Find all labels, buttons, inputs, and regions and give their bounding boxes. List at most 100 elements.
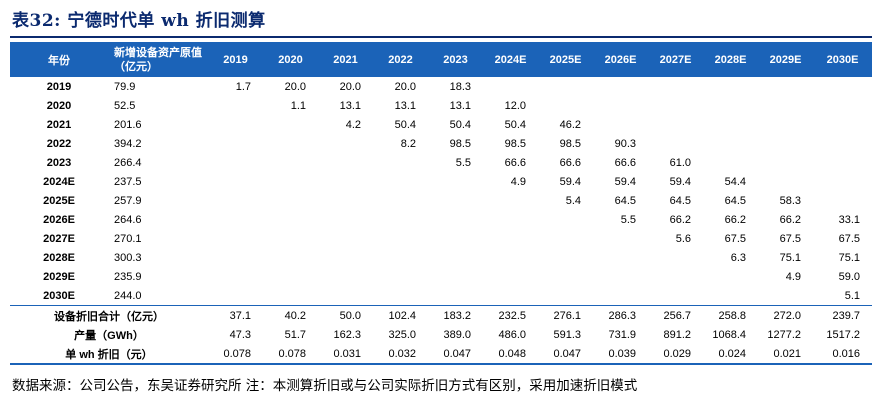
table-cell — [263, 248, 318, 267]
table-cell — [648, 77, 703, 96]
asset-value-cell: 270.1 — [114, 232, 142, 245]
summary-cell: 0.078 — [263, 344, 318, 365]
summary-cell: 0.039 — [593, 344, 648, 365]
column-header: 2029E — [758, 42, 813, 77]
column-header: 2023 — [428, 42, 483, 77]
table-cell: 13.1 — [394, 99, 416, 112]
table-cell: 66.6 — [504, 156, 526, 169]
table-cell: 5.1 — [844, 289, 860, 302]
table-row: 2020 52.5 1.1 13.1 13.1 13.1 12.0 — [10, 96, 872, 115]
table-cell: 12.0 — [504, 99, 526, 112]
summary-cell: 1517.2 — [826, 328, 860, 341]
row-year-label: 2022 — [46, 137, 72, 150]
asset-value-cell: 201.6 — [114, 118, 142, 131]
summary-cell: 0.031 — [318, 344, 373, 365]
table-cell: 90.3 — [614, 137, 636, 150]
summary-cell: 486.0 — [498, 328, 526, 341]
table-cell — [428, 286, 483, 306]
page-title: 表32: 宁德时代单 wh 折旧测算 — [12, 11, 266, 31]
column-header: 2025E — [538, 42, 593, 77]
table-cell: 66.2 — [779, 213, 801, 226]
table-cell — [263, 286, 318, 306]
table-cell — [373, 248, 428, 267]
table-cell: 98.5 — [449, 137, 471, 150]
table-cell — [373, 191, 428, 210]
table-cell — [538, 96, 593, 115]
table-cell: 64.5 — [614, 194, 636, 207]
table-cell: 20.0 — [339, 80, 361, 93]
table-cell: 67.5 — [724, 232, 746, 245]
table-cell — [428, 172, 483, 191]
asset-value-cell: 244.0 — [114, 289, 142, 302]
table-cell: 4.2 — [345, 118, 361, 131]
source-footnote: 数据来源：公司公告，东吴证券研究所 注：本测算折旧或与公司实际折旧方式有区别，采… — [12, 378, 638, 394]
table-cell — [538, 77, 593, 96]
table-cell: 13.1 — [449, 99, 471, 112]
table-cell — [648, 267, 703, 286]
table-cell — [208, 96, 263, 115]
table-cell: 5.4 — [565, 194, 581, 207]
summary-cell: 256.7 — [648, 305, 703, 325]
table-cell — [703, 267, 758, 286]
table-cell — [318, 229, 373, 248]
row-year-label: 2028E — [43, 251, 75, 264]
summary-cell: 0.016 — [813, 344, 872, 365]
table-cell — [428, 191, 483, 210]
table-cell — [593, 248, 648, 267]
table-cell — [318, 248, 373, 267]
table-cell — [758, 77, 813, 96]
summary-cell: 0.032 — [373, 344, 428, 365]
table-cell: 20.0 — [284, 80, 306, 93]
table-cell — [538, 267, 593, 286]
summary-cell: 47.3 — [229, 328, 251, 341]
summary-cell: 0.047 — [428, 344, 483, 365]
summary-cell: 272.0 — [758, 305, 813, 325]
table-cell: 1.7 — [235, 80, 251, 93]
summary-cell: 389.0 — [443, 328, 471, 341]
row-year-label: 2027E — [43, 232, 75, 245]
summary-cell: 731.9 — [608, 328, 636, 341]
row-year-label: 2025E — [43, 194, 75, 207]
table-cell — [538, 210, 593, 229]
table-cell — [758, 115, 813, 134]
table-cell: 98.5 — [504, 137, 526, 150]
table-cell — [538, 286, 593, 306]
table-cell: 5.5 — [455, 156, 471, 169]
column-header: 2021 — [318, 42, 373, 77]
table-cell — [813, 77, 872, 96]
column-header: 新增设备资产原值（亿元） — [108, 42, 208, 77]
asset-value-cell: 237.5 — [114, 175, 142, 188]
summary-cell: 183.2 — [428, 305, 483, 325]
asset-value-cell: 257.9 — [114, 194, 142, 207]
column-header: 2019 — [208, 42, 263, 77]
table-cell — [428, 248, 483, 267]
table-cell: 59.4 — [559, 175, 581, 188]
summary-cell: 0.029 — [648, 344, 703, 365]
table-cell: 67.5 — [779, 232, 801, 245]
table-cell — [318, 210, 373, 229]
table-cell — [483, 210, 538, 229]
table-cell — [813, 96, 872, 115]
table-cell — [648, 248, 703, 267]
table-cell — [373, 172, 428, 191]
row-year-label: 2020 — [46, 99, 72, 112]
title-divider — [10, 36, 872, 38]
table-cell: 59.4 — [614, 175, 636, 188]
asset-value-cell: 235.9 — [114, 270, 142, 283]
summary-cell: 1277.2 — [767, 328, 801, 341]
asset-value-cell: 266.4 — [114, 156, 142, 169]
table-cell: 5.5 — [620, 213, 636, 226]
table-cell: 66.6 — [559, 156, 581, 169]
table-cell — [593, 229, 648, 248]
table-cell: 58.3 — [779, 194, 801, 207]
table-cell — [483, 286, 538, 306]
table-cell — [593, 77, 648, 96]
table-cell — [208, 134, 263, 153]
table-cell — [703, 115, 758, 134]
table-cell — [483, 191, 538, 210]
summary-row: 产量（GWh） 47.3 51.7 162.3 325.0 389.0 486.0 591.3… — [10, 325, 872, 344]
table-cell — [208, 229, 263, 248]
summary-cell: 286.3 — [593, 305, 648, 325]
summary-cell: 325.0 — [388, 328, 416, 341]
table-cell — [428, 267, 483, 286]
